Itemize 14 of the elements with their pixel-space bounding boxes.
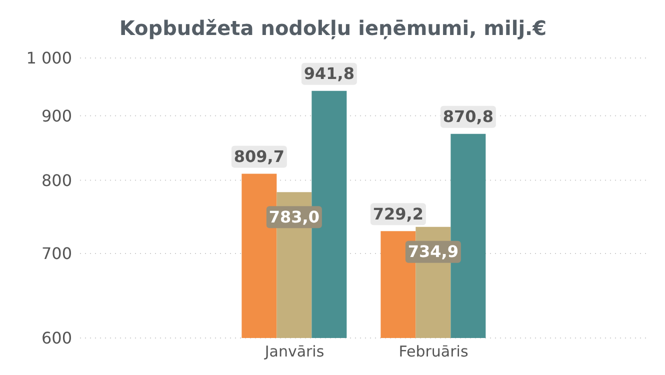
data-label: 729,2 xyxy=(372,204,424,224)
y-tick-label: 600 xyxy=(41,328,72,348)
x-tick-label: Janvāris xyxy=(264,342,324,361)
data-label: 941,8 xyxy=(304,64,354,84)
y-tick-label: 800 xyxy=(41,170,72,190)
y-tick-label: 900 xyxy=(41,106,72,126)
y-tick-label: 700 xyxy=(41,244,72,264)
data-label: 783,0 xyxy=(268,207,320,226)
data-label: 734,9 xyxy=(408,242,458,262)
data-label: 870,8 xyxy=(442,107,494,126)
data-label: 809,7 xyxy=(234,147,284,166)
x-tick-label: Februāris xyxy=(398,342,468,361)
y-tick-label: 1 000 xyxy=(26,48,72,68)
chart-title: Kopbudžeta nodokļu ieņēmumi, milj.€ xyxy=(118,15,548,42)
